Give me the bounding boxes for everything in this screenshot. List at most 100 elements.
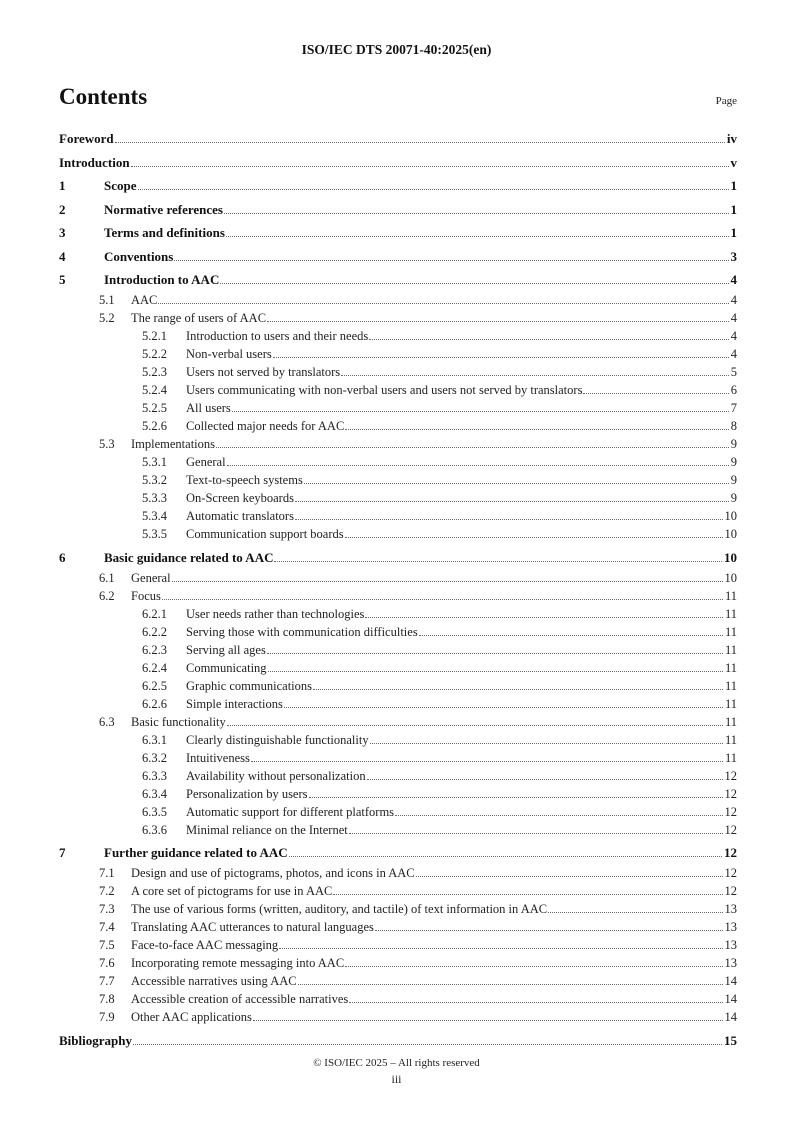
toc-entry-number: 6.2.4 bbox=[142, 660, 167, 675]
toc-entry-number: 6.3.2 bbox=[142, 750, 167, 765]
toc-entry-title: Serving all ages bbox=[186, 642, 266, 657]
toc-entry: Foreword iv bbox=[59, 129, 737, 147]
table-of-contents: Foreword iv Introduction v 1 Scope 1 2 N… bbox=[59, 129, 737, 1049]
toc-entry: 5.3.3 On-Screen keyboards 9 bbox=[59, 488, 737, 506]
dotted-leader bbox=[274, 548, 722, 562]
toc-entry-title: Collected major needs for AAC bbox=[186, 419, 345, 433]
document-header-title: ISO/IEC DTS 20071-40:2025(en) bbox=[301, 42, 492, 57]
dotted-leader bbox=[344, 524, 723, 538]
toc-entry-page: 9 bbox=[730, 473, 737, 487]
toc-entry-page: 12 bbox=[724, 822, 738, 837]
toc-entry: 5.1 AAC 4 bbox=[59, 290, 737, 308]
toc-entry-page: 11 bbox=[724, 660, 737, 675]
toc-entry: 7.8 Accessible creation of accessible na… bbox=[59, 989, 737, 1007]
dotted-leader bbox=[345, 416, 729, 430]
toc-entry-number: 5.1 bbox=[99, 293, 115, 307]
toc-entry: 6.2.6 Simple interactions 11 bbox=[59, 694, 737, 712]
toc-entry-number: 5.3.1 bbox=[142, 455, 167, 469]
toc-entry-number: 7.4 bbox=[99, 920, 115, 934]
toc-entry-page: 11 bbox=[724, 732, 737, 747]
toc-entry-page: 1 bbox=[730, 225, 738, 240]
dotted-leader bbox=[130, 153, 729, 167]
toc-entry-title: Intuitiveness bbox=[186, 750, 250, 765]
toc-entry-title: All users bbox=[186, 401, 231, 415]
toc-entry: 1 Scope 1 bbox=[59, 176, 737, 194]
toc-entry-page: 12 bbox=[724, 768, 738, 783]
toc-entry-number: 5.3.5 bbox=[142, 527, 167, 541]
dotted-leader bbox=[224, 200, 729, 214]
toc-entry-page: 10 bbox=[724, 570, 738, 585]
toc-entry: 7.5 Face-to-face AAC messaging 13 bbox=[59, 935, 737, 953]
toc-entry-number: 6.1 bbox=[99, 570, 115, 585]
toc-entry: Bibliography 15 bbox=[59, 1031, 737, 1049]
toc-entry-page: 4 bbox=[730, 311, 737, 325]
toc-entry: 7.7 Accessible narratives using AAC 14 bbox=[59, 971, 737, 989]
toc-entry-title: Further guidance related to AAC bbox=[104, 845, 288, 860]
toc-entry-page: iv bbox=[726, 131, 737, 146]
dotted-leader bbox=[583, 380, 729, 394]
toc-entry-page: 13 bbox=[724, 920, 738, 934]
toc-entry-title: Foreword bbox=[59, 131, 114, 146]
toc-entry: 7.4 Translating AAC utterances to natura… bbox=[59, 917, 737, 935]
toc-entry-number: 6.3.3 bbox=[142, 768, 167, 783]
toc-entry-number: 6.2.2 bbox=[142, 624, 167, 639]
toc-entry-title: Accessible narratives using AAC bbox=[131, 974, 297, 988]
toc-entry-page: 11 bbox=[724, 678, 737, 693]
toc-entry-number: 6 bbox=[59, 549, 66, 565]
toc-entry: 5.3.5 Communication support boards 10 bbox=[59, 524, 737, 542]
dotted-leader bbox=[308, 784, 723, 798]
dotted-leader bbox=[345, 953, 723, 967]
toc-entry-number: 6.3.4 bbox=[142, 786, 167, 801]
toc-entry-number: 6.3 bbox=[99, 714, 115, 729]
toc-entry: 5.3.2 Text-to-speech systems 9 bbox=[59, 470, 737, 488]
toc-entry-title: Design and use of pictograms, photos, an… bbox=[131, 866, 415, 880]
toc-entry-page: v bbox=[730, 154, 738, 170]
toc-entry-number: 6.3.1 bbox=[142, 732, 167, 747]
toc-entry-number: 7.3 bbox=[99, 902, 115, 916]
toc-entry: 5.3 Implementations 9 bbox=[59, 434, 737, 452]
toc-entry: 6.2.1 User needs rather than technologie… bbox=[59, 604, 737, 622]
toc-entry-page: 12 bbox=[724, 866, 738, 880]
toc-entry-number: 6.3.5 bbox=[142, 804, 167, 819]
toc-entry-title: AAC bbox=[131, 293, 158, 307]
toc-entry-number: 6.2 bbox=[99, 588, 115, 603]
toc-entry-title: Users communicating with non-verbal user… bbox=[186, 383, 583, 397]
toc-entry: 7 Further guidance related to AAC 12 bbox=[59, 843, 737, 861]
toc-entry-number: 5.2.3 bbox=[142, 365, 167, 379]
toc-entry-page: 8 bbox=[730, 419, 737, 433]
toc-entry-title: Introduction to AAC bbox=[104, 272, 220, 287]
toc-entry: 6.2.5 Graphic communications 11 bbox=[59, 676, 737, 694]
toc-entry-title: Communicating bbox=[186, 660, 267, 675]
dotted-leader bbox=[333, 881, 723, 895]
dotted-leader bbox=[395, 802, 723, 816]
toc-entry-page: 11 bbox=[724, 696, 737, 711]
toc-entry-number: 7.2 bbox=[99, 884, 115, 898]
toc-entry: 6.2 Focus 11 bbox=[59, 586, 737, 604]
toc-entry-number: 5.2.1 bbox=[142, 329, 167, 343]
dotted-leader bbox=[220, 270, 729, 284]
toc-entry-page: 10 bbox=[724, 527, 738, 541]
toc-entry-number: 6.2.1 bbox=[142, 606, 167, 621]
contents-heading: Contents Page bbox=[59, 83, 737, 111]
dotted-leader bbox=[114, 129, 725, 143]
page-column-label: Page bbox=[715, 95, 737, 107]
toc-entry-number: 5.2.4 bbox=[142, 383, 167, 397]
toc-entry-title: General bbox=[131, 570, 171, 585]
toc-entry: 5.2.2 Non-verbal users 4 bbox=[59, 344, 737, 362]
toc-entry-title: Translating AAC utterances to natural la… bbox=[131, 920, 374, 934]
toc-entry: 7.9 Other AAC applications 14 bbox=[59, 1007, 737, 1025]
toc-entry-number: 7.5 bbox=[99, 938, 115, 952]
toc-entry: 6.2.2 Serving those with communication d… bbox=[59, 622, 737, 640]
toc-entry-title: On-Screen keyboards bbox=[186, 491, 294, 505]
dotted-leader bbox=[365, 604, 723, 618]
toc-entry: 5.2.3 Users not served by translators 5 bbox=[59, 362, 737, 380]
dotted-leader bbox=[349, 989, 723, 1003]
dotted-leader bbox=[341, 362, 729, 376]
toc-entry-title: Availability without personalization bbox=[186, 768, 366, 783]
toc-entry-title: Introduction to users and their needs bbox=[186, 329, 369, 343]
toc-entry-title: Scope bbox=[104, 178, 137, 193]
toc-entry-page: 4 bbox=[730, 347, 737, 361]
toc-entry-title: Basic guidance related to AAC bbox=[104, 549, 274, 565]
toc-entry-number: 7.7 bbox=[99, 974, 115, 988]
